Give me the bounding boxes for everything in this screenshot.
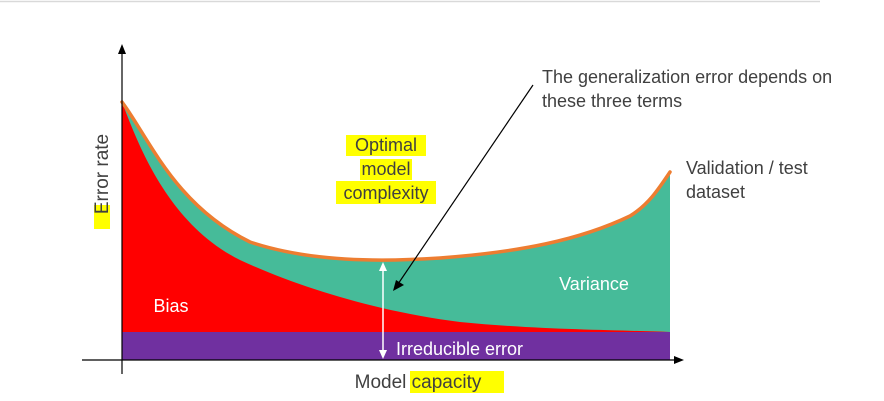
optimal-label-line1: Optimal xyxy=(355,135,417,155)
irreducible-error-label: Irreducible error xyxy=(396,339,523,359)
highlight-optimal xyxy=(346,135,426,156)
x-axis-arrowhead xyxy=(674,356,684,364)
y-axis-label: Error rate xyxy=(92,134,113,214)
bias-label: Bias xyxy=(153,296,188,316)
variance-label: Variance xyxy=(559,274,629,294)
annotation-pointer-line xyxy=(397,84,534,285)
highlight-model xyxy=(360,159,412,180)
optimal-label-line2: model xyxy=(361,159,410,179)
validation-label-line2: dataset xyxy=(686,182,745,202)
validation-error-curve xyxy=(120,100,672,262)
annotation-line1: The generalization error depends on xyxy=(542,67,832,87)
highlight-complexity xyxy=(336,181,436,204)
x-axis-label-part1: Model xyxy=(355,372,407,393)
x-axis-label: Model capacity xyxy=(355,372,482,393)
irreducible-error-area xyxy=(122,332,670,360)
x-axis-label-part2: capacity xyxy=(412,372,482,393)
validation-label-line1: Validation / test xyxy=(686,158,808,178)
optimum-arrow-bottom-head xyxy=(379,350,387,359)
annotation-line2: these three terms xyxy=(542,91,682,111)
annotation-pointer-arrowhead xyxy=(393,280,404,291)
y-axis-arrowhead xyxy=(118,44,126,54)
optimum-arrow-top-head xyxy=(379,262,387,271)
highlight-capacity xyxy=(410,371,504,393)
highlight-error-rate xyxy=(94,205,110,229)
bias-area xyxy=(122,102,670,332)
optimal-label-line3: complexity xyxy=(343,183,428,203)
